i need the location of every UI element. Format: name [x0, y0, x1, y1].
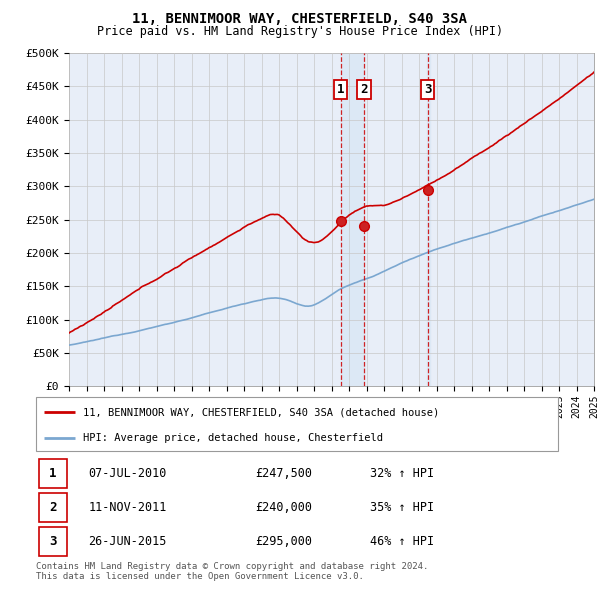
FancyBboxPatch shape [36, 397, 558, 451]
Text: 3: 3 [424, 83, 431, 96]
Text: 26-JUN-2015: 26-JUN-2015 [88, 535, 167, 548]
Text: 2: 2 [49, 501, 57, 514]
FancyBboxPatch shape [38, 493, 67, 522]
Bar [341, 53, 364, 386]
Text: 2: 2 [361, 83, 368, 96]
Text: 11, BENNIMOOR WAY, CHESTERFIELD, S40 3SA: 11, BENNIMOOR WAY, CHESTERFIELD, S40 3SA [133, 12, 467, 26]
FancyBboxPatch shape [38, 527, 67, 556]
Text: 07-JUL-2010: 07-JUL-2010 [88, 467, 167, 480]
Text: £247,500: £247,500 [255, 467, 312, 480]
Text: 11-NOV-2011: 11-NOV-2011 [88, 501, 167, 514]
Text: £240,000: £240,000 [255, 501, 312, 514]
Text: Contains HM Land Registry data © Crown copyright and database right 2024.
This d: Contains HM Land Registry data © Crown c… [36, 562, 428, 581]
Text: Price paid vs. HM Land Registry's House Price Index (HPI): Price paid vs. HM Land Registry's House … [97, 25, 503, 38]
Text: 1: 1 [49, 467, 57, 480]
FancyBboxPatch shape [38, 459, 67, 487]
Text: 35% ↑ HPI: 35% ↑ HPI [370, 501, 434, 514]
Text: HPI: Average price, detached house, Chesterfield: HPI: Average price, detached house, Ches… [83, 433, 383, 443]
Bar [427, 53, 430, 386]
Text: 3: 3 [49, 535, 57, 548]
Text: £295,000: £295,000 [255, 535, 312, 548]
Text: 1: 1 [337, 83, 344, 96]
Text: 11, BENNIMOOR WAY, CHESTERFIELD, S40 3SA (detached house): 11, BENNIMOOR WAY, CHESTERFIELD, S40 3SA… [83, 407, 439, 417]
Text: 32% ↑ HPI: 32% ↑ HPI [370, 467, 434, 480]
Text: 46% ↑ HPI: 46% ↑ HPI [370, 535, 434, 548]
